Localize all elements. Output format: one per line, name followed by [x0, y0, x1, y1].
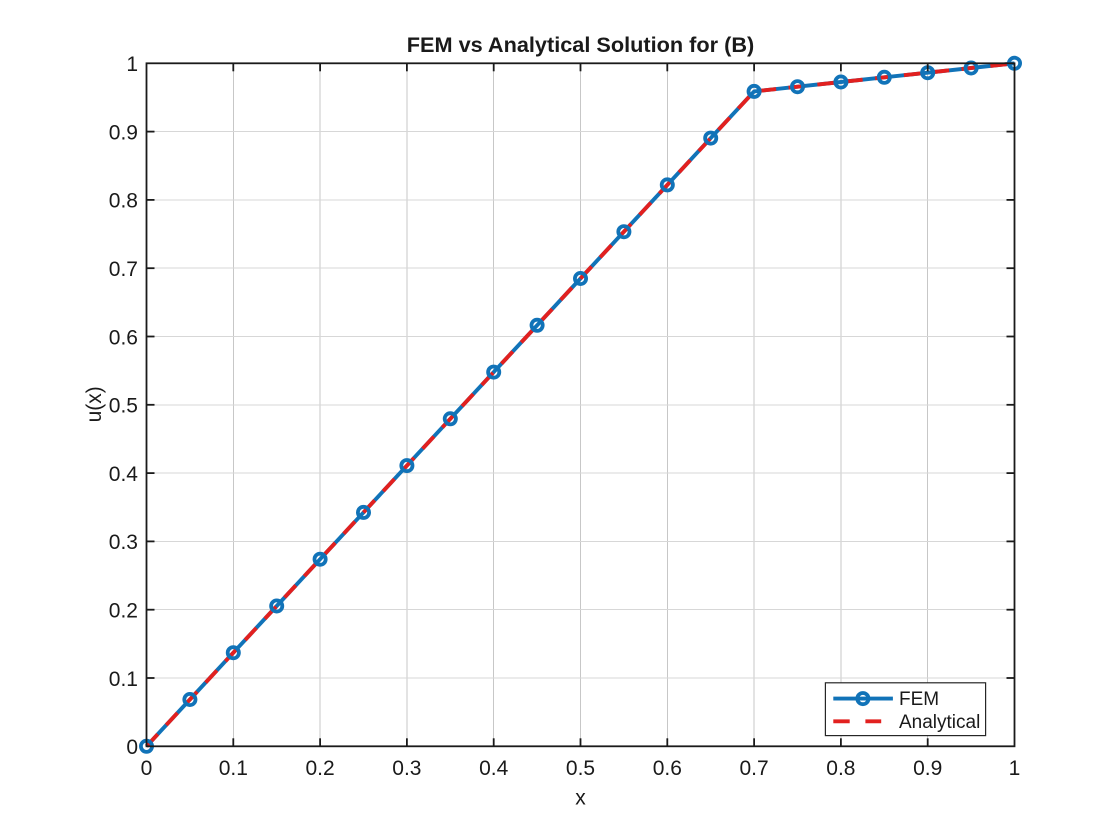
svg-text:1: 1	[126, 53, 138, 76]
svg-text:0.4: 0.4	[109, 463, 139, 486]
svg-text:0.8: 0.8	[109, 190, 138, 213]
svg-text:0.3: 0.3	[392, 757, 421, 780]
svg-text:0.1: 0.1	[219, 757, 248, 780]
svg-text:0.9: 0.9	[109, 121, 138, 144]
svg-text:0.5: 0.5	[566, 757, 595, 780]
svg-text:0.7: 0.7	[109, 258, 138, 281]
svg-text:0.7: 0.7	[739, 757, 768, 780]
svg-text:Analytical: Analytical	[899, 712, 980, 733]
svg-text:0.2: 0.2	[305, 757, 334, 780]
svg-text:0.5: 0.5	[109, 395, 138, 418]
svg-text:0.6: 0.6	[653, 757, 682, 780]
svg-text:0.3: 0.3	[109, 531, 138, 554]
svg-text:0.6: 0.6	[109, 326, 138, 349]
svg-text:0: 0	[126, 736, 138, 759]
svg-text:1: 1	[1009, 757, 1021, 780]
svg-text:x: x	[575, 787, 586, 810]
svg-text:0.1: 0.1	[109, 668, 138, 691]
svg-text:0.8: 0.8	[826, 757, 855, 780]
svg-text:FEM vs Analytical Solution for: FEM vs Analytical Solution for (B)	[407, 32, 754, 57]
svg-text:0.9: 0.9	[913, 757, 942, 780]
svg-text:0.2: 0.2	[109, 600, 138, 623]
svg-text:u(x): u(x)	[83, 386, 106, 422]
svg-text:0: 0	[141, 757, 153, 780]
svg-text:FEM: FEM	[899, 689, 939, 710]
svg-text:0.4: 0.4	[479, 757, 509, 780]
